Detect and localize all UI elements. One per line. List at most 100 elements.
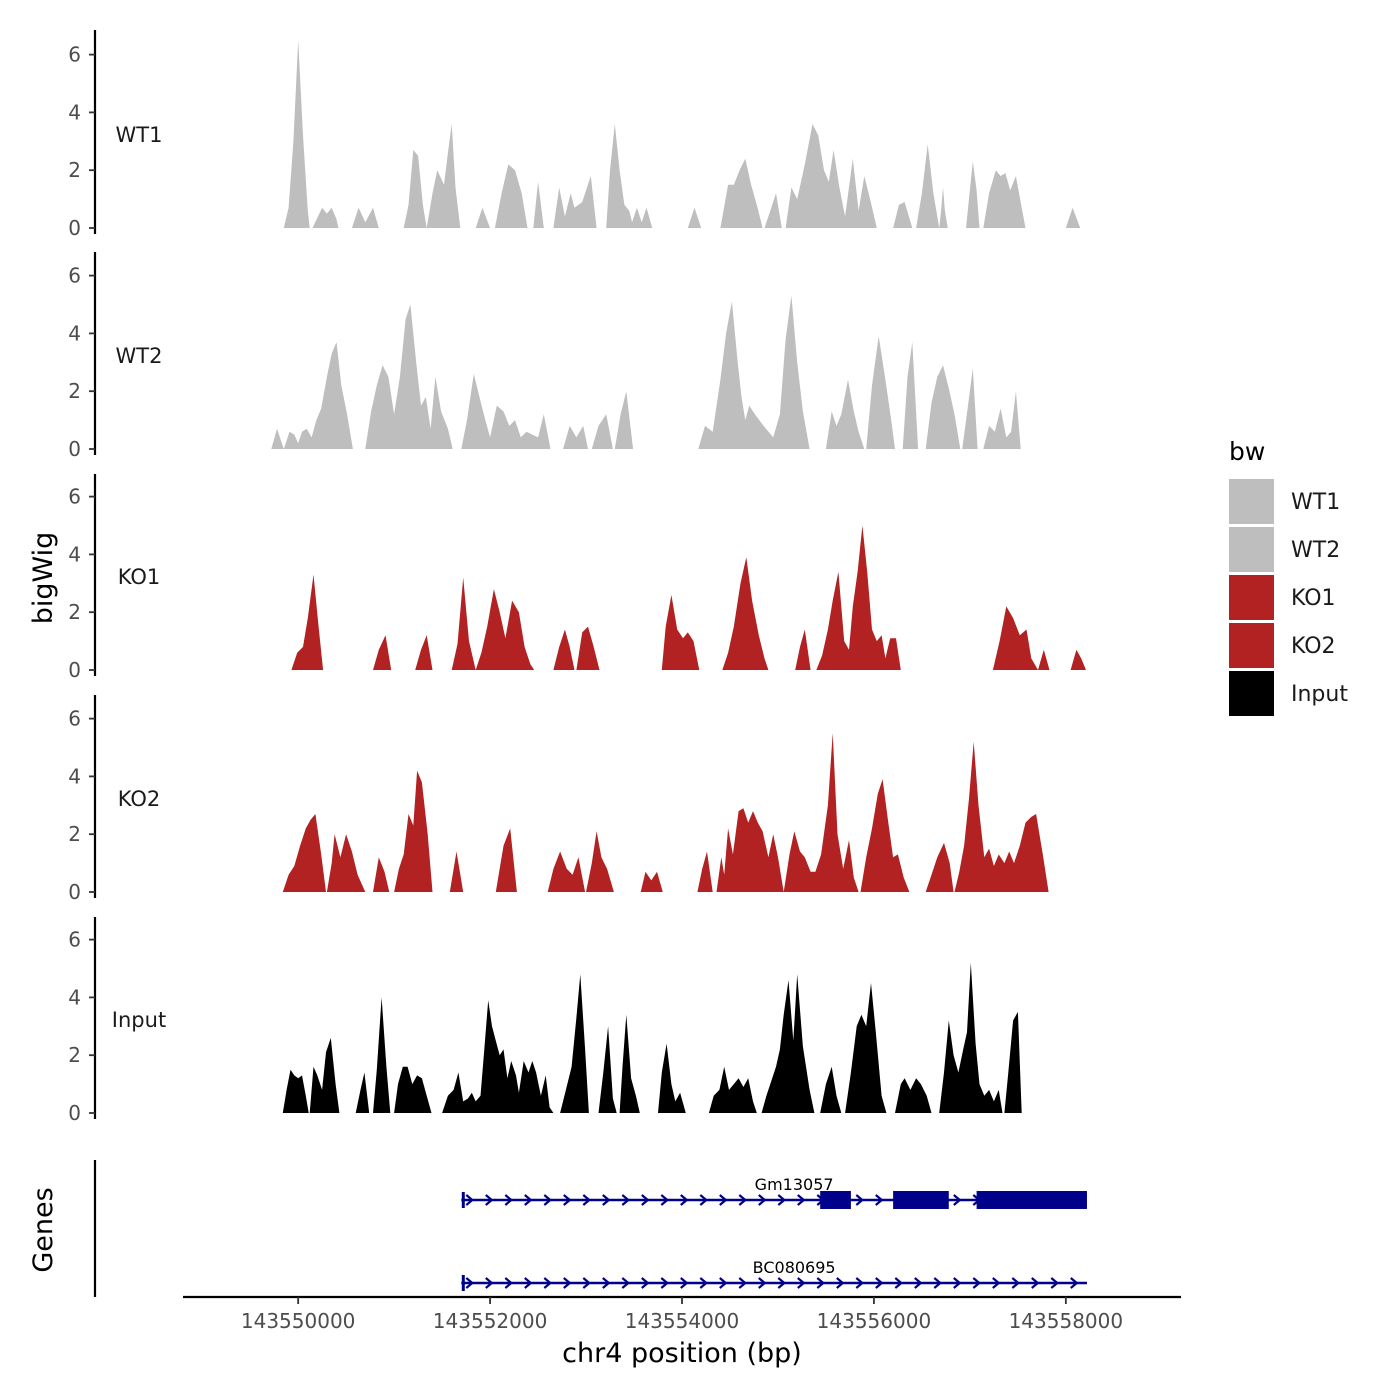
strand-arrow bbox=[953, 1194, 962, 1206]
exon bbox=[893, 1191, 949, 1209]
strand-arrow bbox=[777, 1194, 787, 1206]
legend-swatch bbox=[1229, 623, 1274, 668]
strand-arrow bbox=[797, 1277, 806, 1289]
track-label-ko1: KO1 bbox=[118, 565, 161, 589]
legend-swatch bbox=[1229, 671, 1274, 716]
legend-item-wt2: WT2 bbox=[1229, 527, 1340, 572]
strand-arrow bbox=[836, 1277, 845, 1289]
strand-arrow bbox=[485, 1277, 494, 1289]
x-tick-label: 143556000 bbox=[817, 1309, 932, 1333]
y-tick-label: 4 bbox=[68, 100, 81, 124]
area-input bbox=[282, 962, 1022, 1113]
y-tick-label: 0 bbox=[68, 1101, 81, 1125]
strand-arrow bbox=[777, 1277, 787, 1289]
track-label-wt2: WT2 bbox=[116, 344, 163, 368]
strand-arrow bbox=[621, 1194, 631, 1206]
strand-arrow bbox=[660, 1194, 670, 1206]
strand-arrow bbox=[719, 1194, 728, 1206]
strand-arrow bbox=[855, 1194, 865, 1206]
track-label-input: Input bbox=[112, 1008, 166, 1032]
strand-arrow bbox=[582, 1277, 592, 1289]
strand-arrow bbox=[465, 1194, 475, 1206]
track-ko1: 0 2 4 6 KO1 bbox=[68, 474, 1086, 682]
legend-item-ko1: KO1 bbox=[1229, 575, 1336, 620]
gene-label: BC080695 bbox=[753, 1258, 836, 1277]
genes-track: Gm13057 BC080695 bbox=[93, 1160, 1087, 1297]
y-tick-label: 0 bbox=[68, 437, 81, 461]
strand-arrow bbox=[660, 1277, 670, 1289]
y-tick-label: 4 bbox=[68, 542, 81, 566]
y-tick-label: 6 bbox=[68, 485, 81, 509]
legend-label: KO1 bbox=[1291, 586, 1336, 611]
legend-title: bw bbox=[1229, 437, 1265, 466]
strand-arrow bbox=[758, 1194, 767, 1206]
track-wt1: 0 2 4 6 WT1 bbox=[68, 30, 1081, 240]
track-wt2: 0 2 4 6 WT2 bbox=[68, 252, 1021, 461]
genes-axis-title: Genes bbox=[28, 1187, 59, 1272]
strand-arrow bbox=[641, 1277, 650, 1289]
strand-arrow bbox=[699, 1194, 709, 1206]
legend-swatch bbox=[1229, 575, 1274, 620]
strand-arrow bbox=[1031, 1277, 1040, 1289]
strand-arrow bbox=[641, 1194, 650, 1206]
legend-label: KO2 bbox=[1291, 634, 1336, 659]
area-ko1 bbox=[291, 525, 1086, 670]
legend-label: WT1 bbox=[1291, 490, 1340, 515]
y-tick-label: 6 bbox=[68, 707, 81, 731]
strand-arrow bbox=[524, 1194, 533, 1206]
legend-label: Input bbox=[1291, 682, 1348, 707]
strand-arrow bbox=[680, 1277, 689, 1289]
x-tick-label: 143552000 bbox=[433, 1309, 548, 1333]
gene-bc080695: BC080695 bbox=[461, 1258, 1087, 1291]
y-tick-label: 6 bbox=[68, 264, 81, 288]
y-tick-label: 0 bbox=[68, 658, 81, 682]
strand-arrow bbox=[504, 1194, 514, 1206]
y-tick-label: 4 bbox=[68, 764, 81, 788]
y-tick-label: 6 bbox=[68, 928, 81, 952]
strand-arrow bbox=[894, 1277, 904, 1289]
strand-arrow bbox=[1070, 1277, 1079, 1289]
gene-gm13057: Gm13057 bbox=[461, 1175, 1087, 1209]
exon bbox=[820, 1191, 851, 1209]
strand-arrow bbox=[582, 1194, 592, 1206]
strand-arrow bbox=[563, 1194, 572, 1206]
legend-item-wt1: WT1 bbox=[1229, 479, 1340, 524]
track-label-ko2: KO2 bbox=[118, 787, 161, 811]
legend: bw WT1 WT2 KO1 KO2 Input bbox=[1229, 437, 1348, 716]
gene-label: Gm13057 bbox=[755, 1175, 834, 1194]
y-axis-title: bigWig bbox=[28, 532, 59, 625]
bigwig-tracks: 0 2 4 6 WT1 0 2 4 6 WT2 0 2 4 6 KO1 0 2 4 6 KO2 0 2 4 6 Input bbox=[68, 30, 1086, 1125]
strand-arrow bbox=[485, 1194, 494, 1206]
y-tick-label: 2 bbox=[68, 1043, 81, 1067]
x-tick-label: 143550000 bbox=[241, 1309, 356, 1333]
y-tick-label: 2 bbox=[68, 600, 81, 624]
strand-arrow bbox=[816, 1277, 826, 1289]
strand-arrow bbox=[738, 1194, 748, 1206]
legend-item-input: Input bbox=[1229, 671, 1348, 716]
strand-arrow bbox=[543, 1277, 553, 1289]
strand-arrow bbox=[758, 1277, 767, 1289]
strand-arrow bbox=[738, 1277, 748, 1289]
strand-arrow bbox=[699, 1277, 709, 1289]
strand-arrow bbox=[524, 1277, 533, 1289]
strand-arrow bbox=[914, 1277, 923, 1289]
y-tick-label: 0 bbox=[68, 880, 81, 904]
legend-label: WT2 bbox=[1291, 538, 1340, 563]
y-tick-label: 4 bbox=[68, 985, 81, 1009]
legend-item-ko2: KO2 bbox=[1229, 623, 1336, 668]
area-ko2 bbox=[282, 733, 1049, 892]
x-axis: 143550000 143552000 143554000 143556000 1435… bbox=[183, 1295, 1181, 1333]
strand-arrow bbox=[719, 1277, 728, 1289]
strand-arrow bbox=[972, 1277, 982, 1289]
track-input: 0 2 4 6 Input bbox=[68, 917, 1022, 1125]
strand-arrow bbox=[680, 1194, 689, 1206]
x-tick-label: 143558000 bbox=[1009, 1309, 1124, 1333]
strand-arrow bbox=[563, 1277, 572, 1289]
area-wt2 bbox=[271, 295, 1021, 449]
strand-arrow bbox=[875, 1194, 884, 1206]
area-wt1 bbox=[283, 40, 1081, 229]
strand-arrow bbox=[933, 1277, 943, 1289]
y-tick-label: 2 bbox=[68, 822, 81, 846]
y-tick-label: 6 bbox=[68, 43, 81, 67]
